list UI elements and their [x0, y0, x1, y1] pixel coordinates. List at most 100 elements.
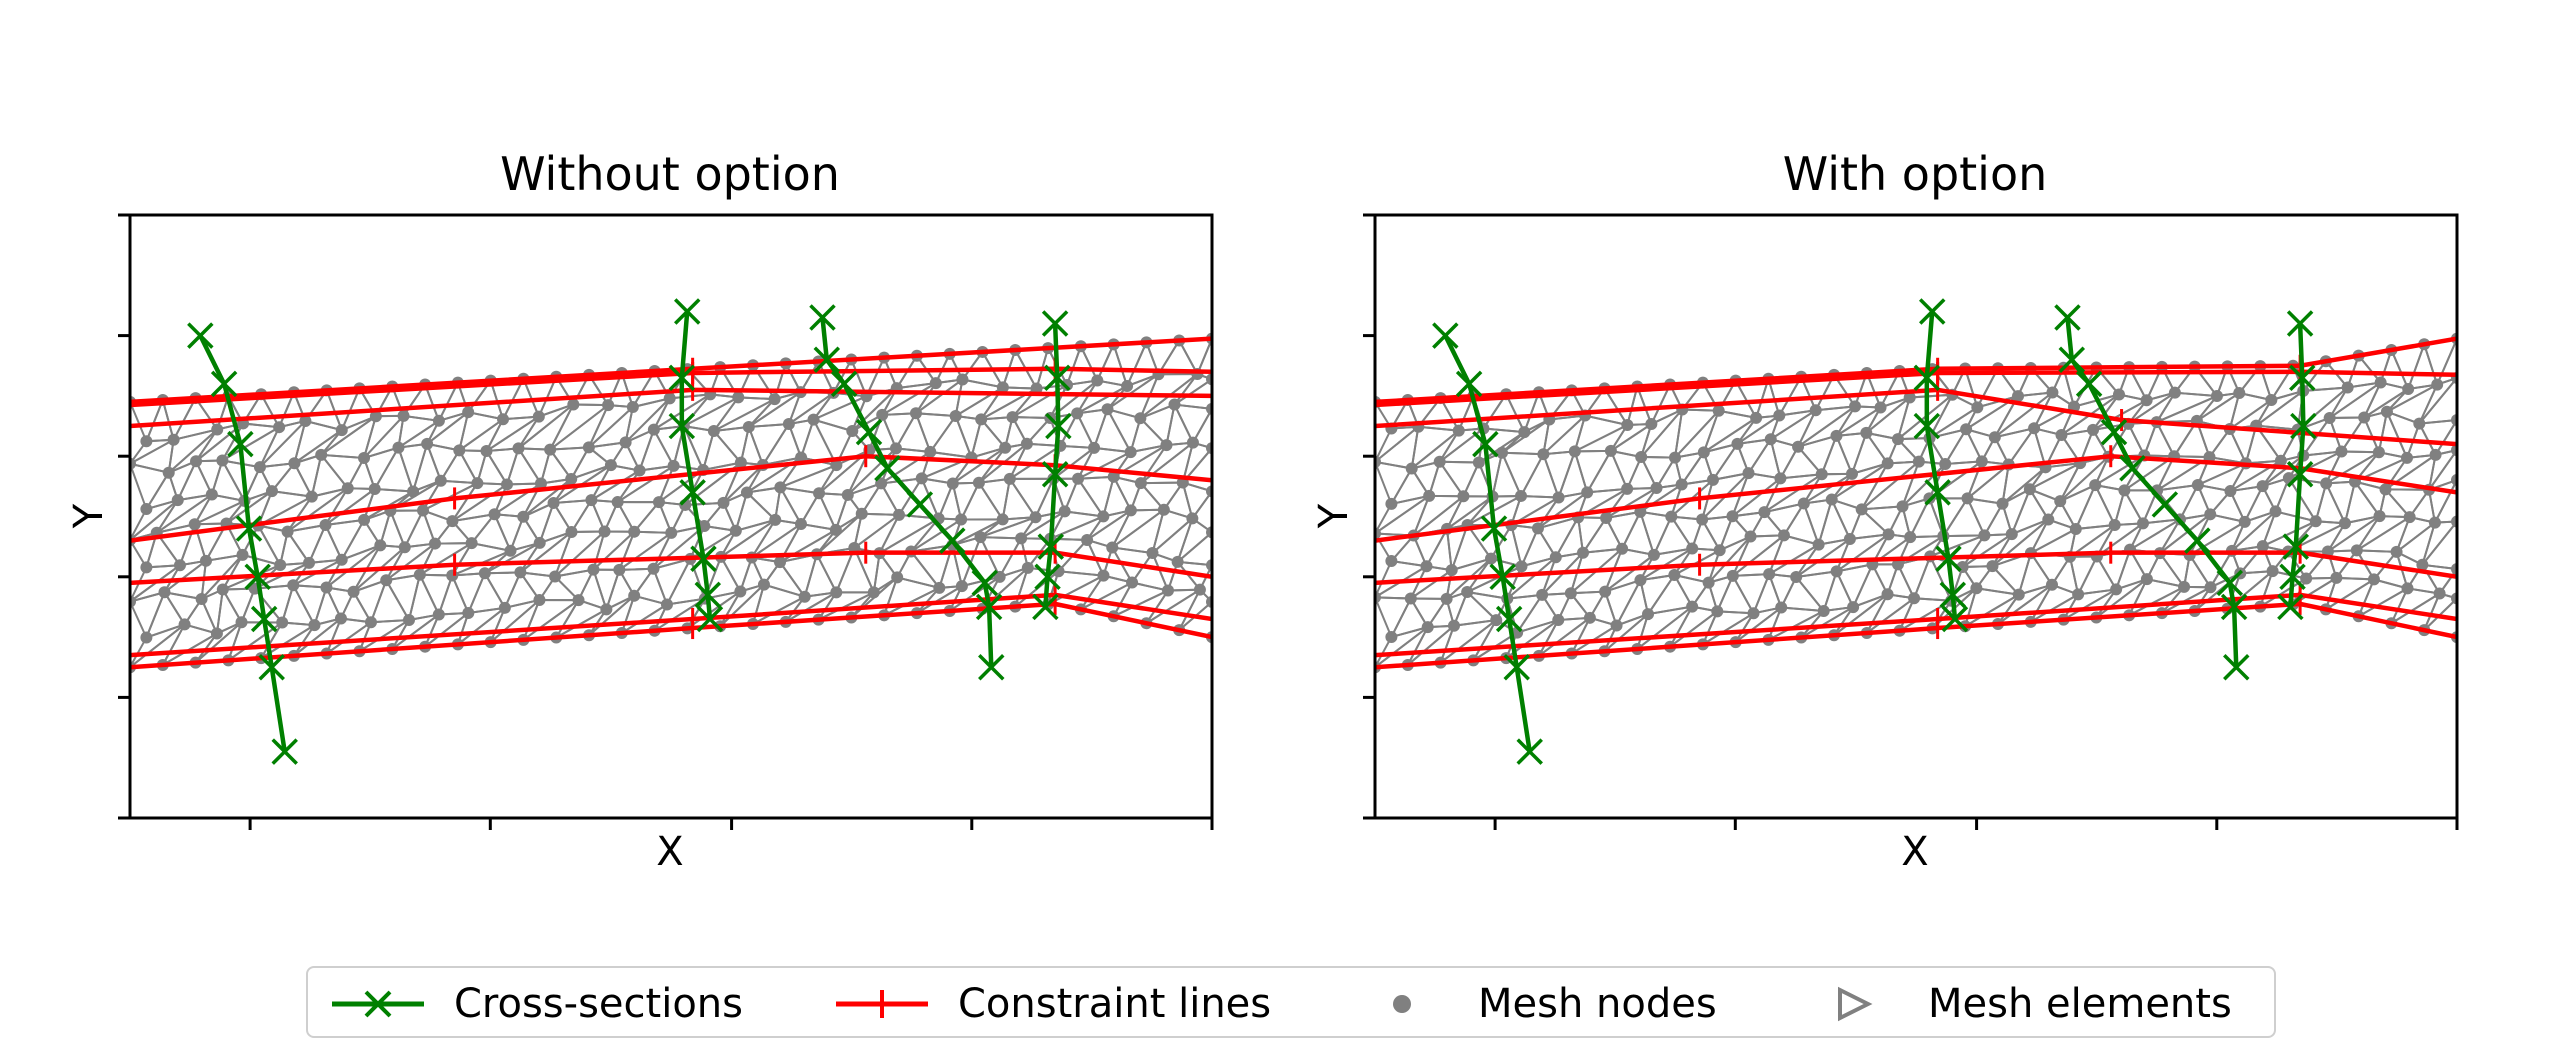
panel-left-title: Without option — [500, 147, 840, 201]
mesh-node — [633, 464, 646, 477]
mesh-node — [1939, 457, 1952, 470]
mesh-element — [2068, 555, 2099, 598]
mesh-node — [2256, 480, 2269, 493]
mesh-node — [190, 455, 203, 468]
mesh-node — [2338, 517, 2351, 530]
mesh-element — [1542, 450, 1577, 501]
cross-section-marker — [2277, 593, 2304, 621]
mesh-node — [358, 513, 371, 526]
mesh-node — [429, 537, 442, 550]
mesh-element — [1491, 449, 1523, 498]
mesh-node — [955, 513, 968, 526]
mesh-node — [876, 408, 889, 421]
mesh-node — [1912, 455, 1925, 468]
legend: Cross-sections Constraint lines Mesh nod… — [306, 966, 2276, 1038]
mesh-node — [782, 418, 795, 431]
mesh-node — [453, 444, 466, 457]
mesh-node — [1577, 546, 1590, 559]
mesh-node — [2401, 582, 2414, 595]
mesh-node — [933, 581, 946, 594]
mesh-node — [211, 423, 224, 436]
cross-section-marker — [2075, 370, 2103, 398]
mesh-node — [1775, 601, 1788, 614]
mesh-node — [517, 510, 530, 523]
mesh-node — [544, 443, 557, 456]
cross-section-marker — [971, 569, 999, 597]
cross-section-marker — [1472, 430, 1499, 458]
cross-section-marker — [2286, 310, 2314, 337]
mesh-node — [2042, 513, 2055, 526]
mesh-node — [2373, 510, 2386, 523]
mesh-node — [140, 561, 153, 574]
cross-section-marker — [830, 370, 858, 398]
cross-section-marker — [1480, 515, 1508, 542]
mesh-node — [446, 569, 459, 582]
mesh-node — [1514, 490, 1527, 503]
mesh-node — [1908, 592, 1921, 605]
mesh-node — [996, 513, 1009, 526]
mesh-node — [1665, 510, 1678, 523]
mesh-node — [996, 381, 1009, 394]
mesh-node — [660, 598, 673, 611]
mesh-node — [2265, 393, 2278, 406]
cross-section-line — [1443, 334, 1532, 753]
mesh-node — [1642, 608, 1655, 621]
mesh-element — [914, 412, 958, 455]
mesh-node — [1515, 560, 1528, 573]
mesh-node — [1706, 473, 1719, 486]
mesh-node — [774, 556, 787, 569]
mesh-element — [1001, 476, 1038, 521]
mesh-node — [281, 525, 294, 538]
mesh-node — [358, 451, 371, 464]
mesh-element — [1178, 587, 1212, 631]
mesh-node — [462, 406, 475, 419]
mesh-node — [1830, 565, 1843, 578]
mesh-node — [1385, 497, 1398, 510]
mesh-node — [398, 541, 411, 554]
mesh-node — [514, 566, 527, 579]
mesh-element — [1427, 459, 1466, 498]
mesh-node — [2204, 508, 2217, 521]
mesh-node — [1162, 584, 1175, 597]
ticks-left — [118, 213, 1214, 830]
mesh-node — [1882, 528, 1895, 541]
panel-left: Without option X Y — [66, 147, 1214, 875]
mesh-node — [587, 563, 600, 576]
mesh-node — [846, 425, 859, 438]
mesh-node — [1847, 601, 1860, 614]
mesh-node — [740, 486, 753, 499]
mesh-node — [2108, 519, 2121, 532]
constraint-line — [1375, 387, 2457, 447]
cross-section-marker — [1913, 364, 1941, 392]
mesh-node — [1750, 411, 1763, 424]
mesh-node — [1845, 467, 1858, 480]
cross-section-marker — [2289, 364, 2316, 392]
cross-section-marker — [809, 304, 836, 331]
mesh-node — [1006, 411, 1019, 424]
mesh-element — [1703, 417, 1757, 454]
mesh-element — [2093, 578, 2148, 619]
mesh-node — [1604, 444, 1617, 457]
mesh-node — [1616, 542, 1629, 555]
mesh-node — [2089, 479, 2102, 492]
mesh-node — [308, 619, 321, 632]
mesh-node — [2413, 417, 2426, 430]
mesh-node — [774, 481, 787, 494]
mesh-node — [1457, 490, 1470, 503]
mesh-node — [2087, 423, 2100, 436]
mesh-node — [1452, 424, 1465, 437]
mesh-node — [2300, 572, 2313, 585]
cross-section-line — [2065, 317, 2239, 668]
mesh-node — [1978, 529, 1991, 542]
mesh-node — [2233, 386, 2246, 399]
cross-section-marker — [668, 364, 696, 392]
y-axis-label-left: Y — [66, 503, 112, 529]
mesh-node — [299, 414, 312, 427]
mesh-node — [892, 508, 905, 521]
mesh-node — [665, 526, 678, 539]
x-axis-label-left: X — [656, 829, 683, 875]
mesh-node — [2433, 587, 2446, 600]
mesh-node — [628, 589, 641, 602]
mesh-node — [2266, 565, 2279, 578]
mesh-node — [1020, 437, 1033, 450]
